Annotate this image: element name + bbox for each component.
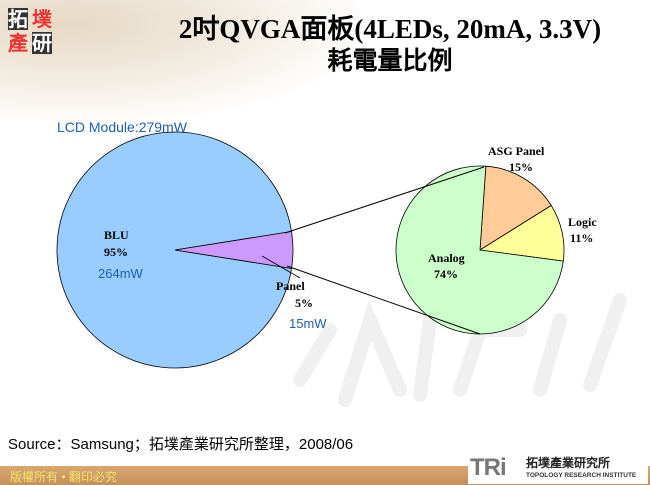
tri-logo: TRi 拓墣產業研究所 TOPOLOGY RESEARCH INSTITUTE [468,454,648,484]
pie-slice-asg-panel [479,165,552,251]
pie-slice-panel [174,231,294,269]
pie-slice-analog [395,165,564,335]
main-pie-title: LCD Module:279mW [57,119,188,135]
logic-percent: 11% [570,231,593,245]
tri-logo-cn: 拓墣產業研究所 [526,456,611,470]
panel-percent: 5% [295,296,313,310]
panel-leader-line [261,255,301,279]
logo-char: 產 [8,31,28,55]
pie-slice-blu [56,131,293,369]
logo-char: 墣 [32,7,52,31]
blu-percent: 95% [104,245,128,259]
tri-logo-mark: TRi [470,454,507,481]
logic-label: Logic [568,215,597,229]
header-background [0,0,360,120]
detail-pie [395,165,565,335]
blu-value: 264mW [98,266,144,281]
panel-label: Panel [276,279,305,293]
analog-percent: 74% [434,267,458,281]
copyright-text: 版權所有 • 翻印必究 [10,470,117,484]
page-title: 2吋QVGA面板(4LEDs, 20mA, 3.3V) [178,14,602,44]
logo-char: 拓 [8,7,28,31]
panel-value: 15mW [289,316,327,331]
blu-label: BLU [104,228,129,242]
tri-logo-en: TOPOLOGY RESEARCH INSTITUTE [526,472,637,479]
logo: 拓 墣 產 研 [8,8,60,56]
logo-char: 研 [32,31,52,55]
page-subtitle: 耗電量比例 [327,46,453,75]
connector-line-top [284,166,485,234]
source-note: Source：Samsung；拓墣產業研究所整理，2008/06 [8,436,354,453]
main-pie [56,131,294,369]
asg-label: ASG Panel [488,144,545,158]
asg-percent: 15% [509,160,533,174]
analog-label: Analog [428,251,465,265]
connector-line-bottom [286,265,481,335]
